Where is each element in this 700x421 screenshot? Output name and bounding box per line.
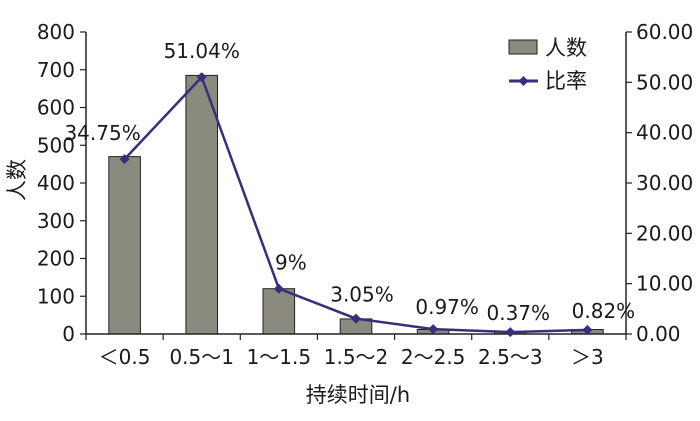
x-axis-title: 持续时间/h <box>306 383 410 407</box>
line-series-group <box>119 72 593 338</box>
y-tick-label-6: 600 <box>37 96 75 120</box>
y-axis-title: 人数 <box>5 159 29 201</box>
x-tick-label-5: 2.5～3 <box>478 345 543 369</box>
ratio-point-6 <box>582 324 593 335</box>
ratio-data-label-0: 34.75% <box>64 121 140 145</box>
ratio-data-label-6: 0.82% <box>572 299 636 323</box>
ratio-point-5 <box>505 327 516 338</box>
y2-tick-label-1: 10.00 <box>636 272 693 296</box>
x-tick-label-0: ＜0.5 <box>99 345 151 369</box>
ratio-point-4 <box>428 324 439 335</box>
ratio-point-3 <box>351 313 361 324</box>
y2-tick-label-0: 0.00 <box>636 322 681 346</box>
y2-tick-label-4: 40.00 <box>636 121 693 145</box>
data-labels-group: 34.75% 51.04% 9% 3.05% 0.97% 0.37% 0.82% <box>64 39 635 325</box>
y2-tick-label-2: 20.00 <box>636 221 693 245</box>
bar-1 <box>185 74 218 335</box>
ratio-point-1 <box>196 72 207 83</box>
bar-2 <box>262 288 296 335</box>
y-tick-label-2: 200 <box>37 247 75 271</box>
y-tick-label-8: 800 <box>37 20 75 44</box>
legend-bar-swatch <box>508 39 538 55</box>
y2-tick-label-6: 60.00 <box>636 20 693 44</box>
x-tick-label-6: ＞3 <box>571 345 604 369</box>
ratio-point-0 <box>119 154 130 165</box>
x-tick-label-2: 1～1.5 <box>247 345 312 369</box>
ratio-data-label-3: 3.05% <box>330 283 394 307</box>
y-tick-label-3: 300 <box>37 209 75 233</box>
ratio-data-label-4: 0.97% <box>415 295 479 319</box>
legend-line-marker <box>518 76 529 86</box>
ratio-data-label-5: 0.37% <box>487 301 551 325</box>
y-tick-label-1: 100 <box>37 284 75 308</box>
legend: 人数 比率 <box>508 36 587 93</box>
x-tick-label-4: 2～2.5 <box>401 345 466 369</box>
x-tick-label-3: 1.5～2 <box>324 345 389 369</box>
ratio-data-label-1: 51.04% <box>164 39 240 63</box>
y2-tick-label-5: 50.00 <box>636 70 693 94</box>
ratio-data-label-2: 9% <box>275 251 307 275</box>
axes-group: 01002003004005006007008000.0010.0020.003… <box>37 20 693 369</box>
x-tick-label-1: 0.5～1 <box>169 345 234 369</box>
y-tick-label-0: 0 <box>62 322 75 346</box>
y-tick-label-5: 500 <box>37 133 75 157</box>
ratio-point-2 <box>273 283 284 294</box>
bar-0 <box>108 156 141 335</box>
y-tick-label-4: 400 <box>37 171 75 195</box>
y2-tick-label-3: 30.00 <box>636 171 693 195</box>
legend-bar-label: 人数 <box>545 36 587 60</box>
legend-line-label: 比率 <box>545 69 587 93</box>
y-tick-label-7: 700 <box>37 58 75 82</box>
